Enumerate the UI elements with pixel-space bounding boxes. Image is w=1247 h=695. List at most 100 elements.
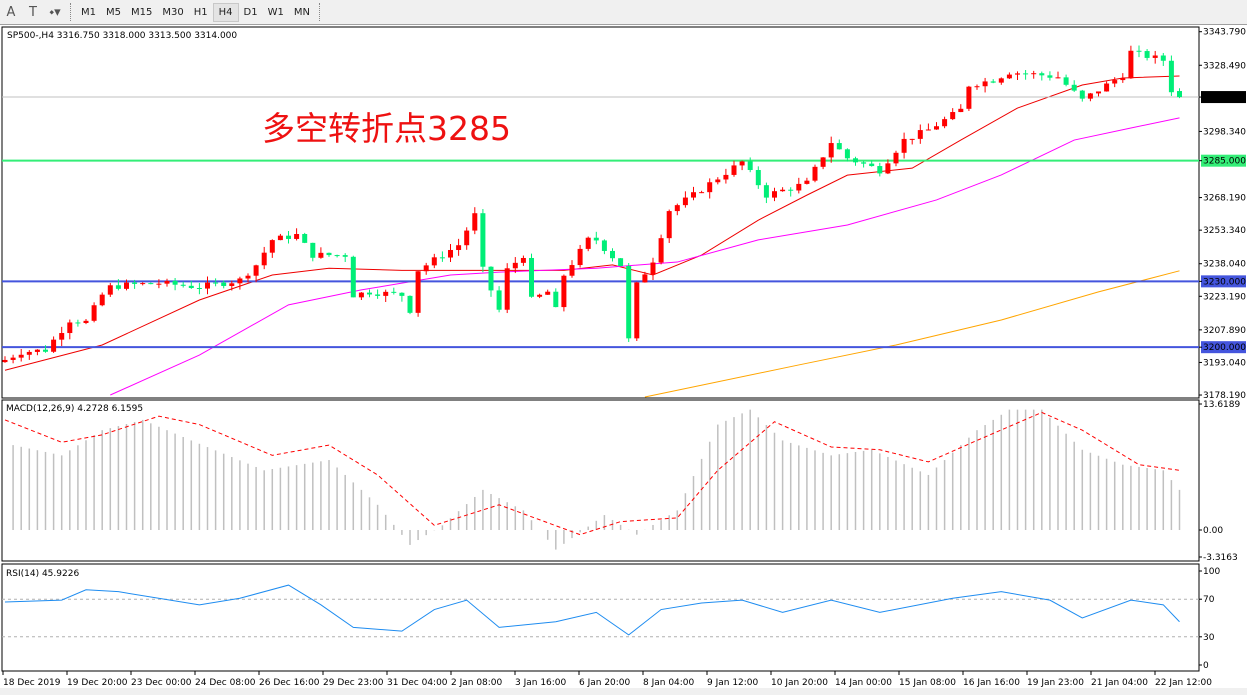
candle-body xyxy=(205,282,210,289)
candle-body xyxy=(650,262,656,275)
candle-body xyxy=(367,292,372,295)
candle-body xyxy=(1071,84,1077,91)
candle-body xyxy=(399,292,405,296)
x-tick-label: 16 Jan 16:00 xyxy=(963,678,1020,688)
x-tick-label: 2 Jan 08:00 xyxy=(451,678,503,688)
timeframe-m30[interactable]: M30 xyxy=(162,6,184,18)
candle-body xyxy=(674,205,680,212)
timeframe-d1[interactable]: D1 xyxy=(243,6,258,18)
timeframe-m15[interactable]: M15 xyxy=(131,6,153,18)
candle-body xyxy=(59,333,65,340)
candle-body xyxy=(1136,50,1142,52)
candle-body xyxy=(739,161,745,166)
toolbar-separator xyxy=(318,3,321,21)
candle-body xyxy=(1177,91,1182,98)
candle-body xyxy=(520,257,526,263)
candle-body xyxy=(51,339,57,352)
candle-body xyxy=(861,162,867,164)
y-tick-label: 3223.190 xyxy=(1203,292,1246,302)
price-pane[interactable]: 3343.790 3328.490 3314.000 3298.340 3285.000… xyxy=(1,26,1246,401)
timeframe-m5[interactable]: M5 xyxy=(106,6,121,18)
candle-body xyxy=(448,249,453,258)
x-tick-label: 19 Dec 20:00 xyxy=(67,678,128,688)
candle-body xyxy=(763,185,769,198)
candle-body xyxy=(691,192,696,198)
x-tick-label: 26 Dec 16:00 xyxy=(259,678,320,688)
candle-body xyxy=(593,237,599,241)
y-tick-label: 3230.000 xyxy=(1203,277,1246,287)
x-tick-label: 24 Dec 08:00 xyxy=(195,678,256,688)
x-tick-label: 10 Jan 20:00 xyxy=(771,678,828,688)
candle-body xyxy=(180,284,186,286)
timeframe-w1[interactable]: W1 xyxy=(267,6,284,18)
macd-tick-label: -3.3163 xyxy=(1203,553,1238,563)
candle-body xyxy=(529,257,534,297)
toolbar-separator xyxy=(70,3,72,21)
y-tick-label: 3207.890 xyxy=(1203,326,1246,336)
text-icon[interactable]: A xyxy=(6,4,16,20)
candle-body xyxy=(585,237,591,249)
rsi-pane[interactable]: 100 70 30 0 xyxy=(1,563,1220,672)
candle-body xyxy=(294,234,300,239)
price-label-box xyxy=(1201,275,1246,288)
candle-body xyxy=(196,288,202,290)
candle-body xyxy=(407,295,413,313)
candle-body xyxy=(261,252,267,266)
rsi-tick-label: 100 xyxy=(1203,567,1220,577)
candle-body xyxy=(512,262,518,269)
rsi-line xyxy=(4,584,1180,636)
candle-body xyxy=(2,359,8,363)
timeframe-h4[interactable]: H4 xyxy=(212,2,239,22)
annotation-text: 多空转折点3285 xyxy=(262,109,511,148)
candle-body xyxy=(666,211,672,239)
candle-body xyxy=(780,189,786,192)
x-tick-label: 6 Jan 20:00 xyxy=(579,678,631,688)
x-tick-label: 31 Dec 04:00 xyxy=(387,678,448,688)
candle-body xyxy=(820,157,826,167)
candle-body xyxy=(958,108,964,113)
candle-body xyxy=(124,282,129,289)
candle-body xyxy=(982,81,988,87)
rsi-tick-label: 30 xyxy=(1203,633,1215,643)
candle-body xyxy=(998,78,1004,83)
candle-body xyxy=(423,265,429,272)
candle-body xyxy=(1006,74,1012,79)
macd-pane[interactable]: 13.6189 0.00 -3.3163 xyxy=(1,399,1240,563)
candle-body xyxy=(358,292,364,298)
candle-body xyxy=(1079,90,1085,99)
timeframe-m1[interactable]: M1 xyxy=(81,6,96,18)
candle-body xyxy=(237,278,243,284)
candle-body xyxy=(350,256,356,298)
candle-body xyxy=(431,257,437,266)
candle-body xyxy=(221,282,227,286)
candle-body xyxy=(1128,50,1134,79)
candle-body xyxy=(1120,78,1126,81)
timeframe-h1[interactable]: H1 xyxy=(193,6,208,18)
candle-body xyxy=(1152,55,1158,58)
x-tick-label: 15 Jan 08:00 xyxy=(899,678,956,688)
candle-body xyxy=(990,81,996,83)
candle-body xyxy=(561,275,567,308)
candle-body xyxy=(934,126,939,130)
symbol-header: SP500-,H4 3316.750 3318.000 3313.500 331… xyxy=(7,31,237,41)
candle-body xyxy=(909,138,915,140)
candle-body xyxy=(269,240,275,253)
candle-body xyxy=(942,119,948,127)
candle-body xyxy=(1015,73,1020,75)
candle-body xyxy=(456,245,462,250)
candle-body xyxy=(302,234,308,243)
x-tick-label: 18 Dec 2019 xyxy=(3,678,61,688)
text-label-icon[interactable]: T xyxy=(29,4,37,20)
candle-body xyxy=(569,265,575,276)
candle-body xyxy=(164,280,170,284)
timeframe-mn[interactable]: MN xyxy=(293,6,310,18)
candle-body xyxy=(172,280,178,285)
arrow-tools-icon[interactable]: ⬩▾ xyxy=(49,4,61,20)
candle-body xyxy=(213,282,219,284)
candle-body xyxy=(140,283,146,285)
candle-body xyxy=(334,255,340,257)
macd-title: MACD(12,26,9) 4.2728 6.1595 xyxy=(6,404,143,414)
candle-body xyxy=(26,351,32,355)
candle-body xyxy=(1063,77,1069,85)
